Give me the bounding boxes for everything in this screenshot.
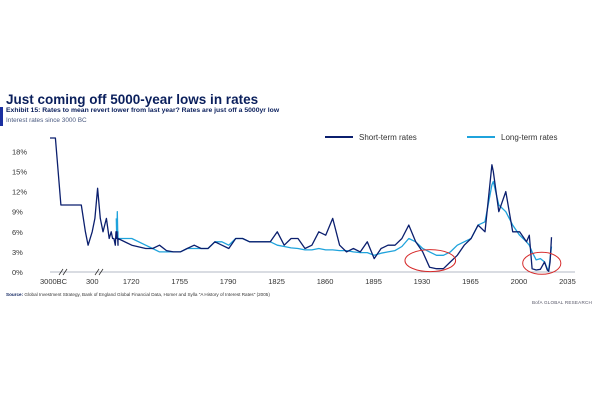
y-tick-label: 6% <box>12 228 23 237</box>
source-text: Global Investment Strategy, Bank of Engl… <box>24 292 270 297</box>
x-tick-label: 1895 <box>365 277 382 286</box>
y-tick-label: 15% <box>12 168 27 177</box>
brand-label: BofA GLOBAL RESEARCH <box>532 300 592 305</box>
break-mark-2 <box>94 268 104 276</box>
x-tick-label: 2035 <box>559 277 576 286</box>
x-tick-label: 1720 <box>123 277 140 286</box>
short-term-rates-line <box>50 137 553 272</box>
y-tick-label: 3% <box>12 248 23 257</box>
x-tick-label: 1825 <box>268 277 285 286</box>
y-tick-label: 0% <box>12 268 23 277</box>
interest-rate-chart: 0% 3% 6% 9% 12% 15% 18% 3000BC 300 1720 1755 1790 18… <box>12 133 576 286</box>
x-tick-label: 2000 <box>511 277 528 286</box>
x-tick-label: 1755 <box>171 277 188 286</box>
x-tick-label: 1930 <box>414 277 431 286</box>
y-tick-label: 9% <box>12 208 23 217</box>
y-tick-label: 18% <box>12 147 27 156</box>
legend-label-short-term: Short-term rates <box>359 133 417 142</box>
source-label: Source: <box>6 292 24 297</box>
highlight-circle-2 <box>522 251 562 275</box>
x-tick-label: 300 <box>86 277 99 286</box>
x-tick-label: 1860 <box>317 277 334 286</box>
x-tick-label: 3000BC <box>40 277 68 286</box>
y-tick-label: 12% <box>12 188 27 197</box>
legend-label-long-term: Long-term rates <box>501 133 557 142</box>
x-tick-label: 1965 <box>462 277 479 286</box>
chart-subtitle: Interest rates since 3000 BC <box>6 117 87 124</box>
page-title: Just coming off 5000-year lows in rates <box>6 92 259 107</box>
title-accent-bar <box>0 107 3 126</box>
break-mark-1 <box>58 268 68 276</box>
highlight-circle-1 <box>404 249 457 273</box>
x-tick-label: 1790 <box>220 277 237 286</box>
source-note: Source: Global Investment Strategy, Bank… <box>6 292 270 297</box>
exhibit-caption: Exhibit 15: Rates to mean revert lower f… <box>6 107 280 114</box>
